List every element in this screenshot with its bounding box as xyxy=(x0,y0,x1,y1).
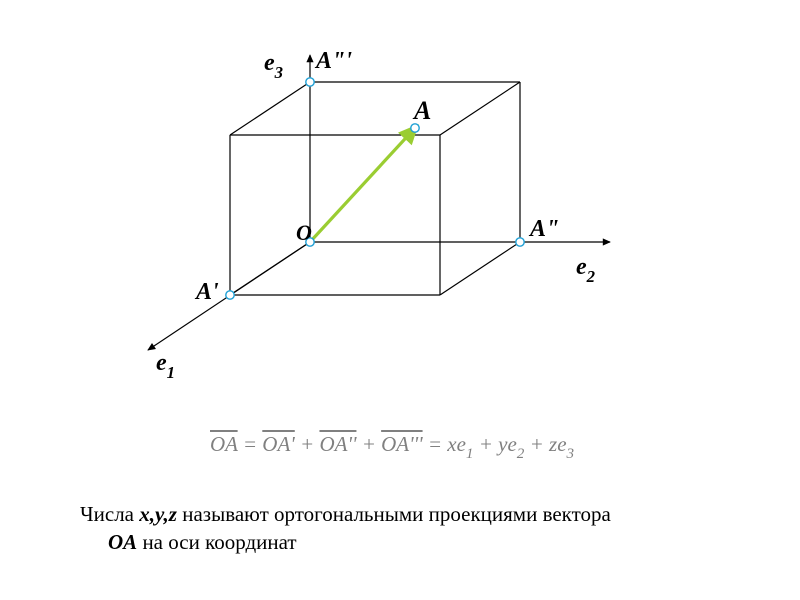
formula-e1: e xyxy=(457,432,466,456)
diagram-canvas: O A A' A" A"' e1 e2 e3 OA = OA' + OA'' +… xyxy=(0,0,800,600)
label-e3-base: e xyxy=(264,50,275,76)
formula-OA2: OA'' xyxy=(319,432,356,456)
formula-OA3: OA''' xyxy=(381,432,422,456)
formula-s1: 1 xyxy=(466,446,474,462)
formula-eq: = xyxy=(238,432,263,456)
formula-yterm: + y xyxy=(473,432,507,456)
formula-rhs-pre: = x xyxy=(423,432,457,456)
label-A-triple: A"' xyxy=(316,48,352,75)
formula-zterm: + z xyxy=(524,432,557,456)
label-e2-sub: 2 xyxy=(587,267,595,286)
label-e2: e2 xyxy=(576,254,595,285)
caption: Числа x,y,z называют ортогональными прое… xyxy=(80,500,760,557)
cube-depth xyxy=(230,82,520,295)
label-e3-sub: 3 xyxy=(275,63,283,82)
formula-plus2: + xyxy=(356,432,381,456)
point-A-double xyxy=(516,238,524,246)
label-e1: e1 xyxy=(156,350,175,381)
caption-line1: Числа x,y,z называют ортогональными прое… xyxy=(80,500,760,528)
label-e3: e3 xyxy=(264,50,283,81)
label-A-double: A" xyxy=(530,216,559,243)
point-A-prime xyxy=(226,291,234,299)
caption-l1-em: x,y,z xyxy=(139,502,177,526)
point-A-triple xyxy=(306,78,314,86)
vector-OA xyxy=(310,128,415,242)
label-e2-base: e xyxy=(576,254,587,280)
formula-OA1: OA' xyxy=(262,432,294,456)
formula-s3: 3 xyxy=(567,446,575,462)
caption-l2-em: OA xyxy=(108,530,137,554)
caption-l2-post: на оси координат xyxy=(137,530,296,554)
formula-OA: OA xyxy=(210,432,238,456)
caption-l1-pre: Числа xyxy=(80,502,139,526)
formula-plus1: + xyxy=(295,432,320,456)
formula: OA = OA' + OA'' + OA''' = xe1 + ye2 + ze… xyxy=(210,432,574,461)
caption-l1-post: называют ортогональными проекциями векто… xyxy=(177,502,611,526)
points xyxy=(226,78,524,299)
label-O: O xyxy=(296,220,312,246)
caption-line2: OA на оси координат xyxy=(80,528,760,556)
formula-e3b: e xyxy=(557,432,566,456)
label-A: A xyxy=(414,96,431,126)
formula-e2: e xyxy=(507,432,516,456)
label-e1-sub: 1 xyxy=(167,363,175,382)
formula-s2: 2 xyxy=(517,446,525,462)
label-e1-base: e xyxy=(156,350,167,376)
label-A-prime: A' xyxy=(196,279,219,306)
